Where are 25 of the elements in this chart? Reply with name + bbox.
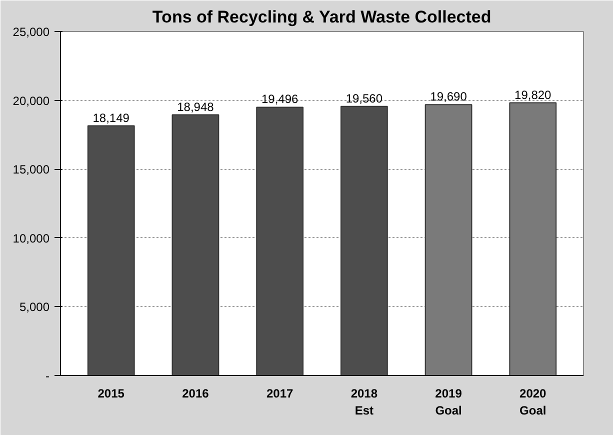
y-tick-label: 10,000 xyxy=(12,231,50,246)
y-tick-label: 5,000 xyxy=(19,300,50,314)
y-tick-label: - xyxy=(46,369,50,383)
bar xyxy=(87,125,135,376)
x-tick-label: 2020 Goal xyxy=(520,386,547,418)
data-label: 19,820 xyxy=(514,88,552,102)
x-tick-label: 2015 xyxy=(98,386,125,400)
x-tick-label: 2017 xyxy=(266,386,294,400)
y-tick-label: 20,000 xyxy=(12,94,50,108)
data-label: 18,948 xyxy=(177,100,214,114)
bar xyxy=(424,104,472,376)
bar xyxy=(509,102,557,376)
data-label: 18,149 xyxy=(92,110,130,125)
data-label: 19,690 xyxy=(430,90,468,104)
bar xyxy=(340,106,388,376)
bar xyxy=(172,114,220,376)
y-tick-label: 25,000 xyxy=(12,25,50,39)
x-tick-label: 2018 Est xyxy=(350,386,378,418)
x-tick-label: 2016 xyxy=(182,386,210,400)
bar xyxy=(256,106,304,376)
x-tick-label: 2019 Goal xyxy=(435,386,462,418)
data-label: 19,560 xyxy=(346,91,383,106)
chart-title: Tons of Recycling & Yard Waste Collected xyxy=(152,8,492,26)
y-tick-label: 15,000 xyxy=(12,162,50,177)
data-label: 19,496 xyxy=(261,92,298,106)
